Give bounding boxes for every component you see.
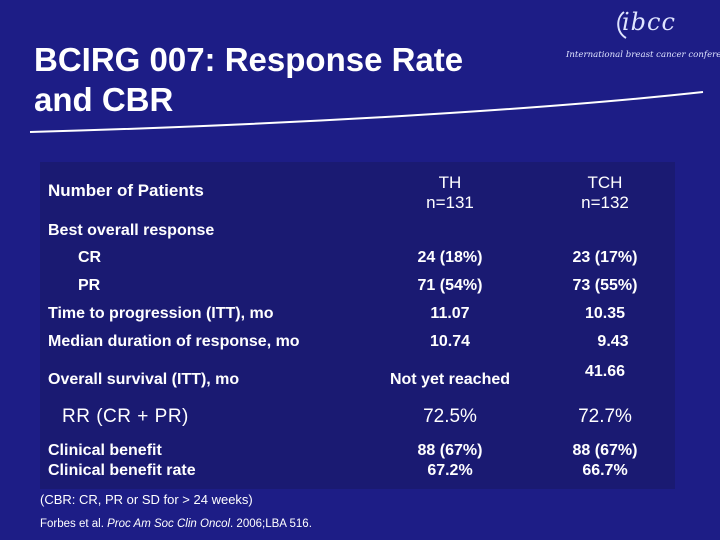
best-overall-response-label: Best overall response (48, 222, 215, 239)
logo-swoosh-icon (617, 11, 627, 39)
header-tch-n: n=132 (581, 193, 629, 212)
row-pr-tch: 73 (55%) (572, 277, 638, 294)
slide-title: BCIRG 007: Response Rate and CBR (34, 40, 463, 120)
row-pr-label: PR (78, 277, 101, 294)
slide-title-line2: and CBR (34, 81, 174, 118)
row-ttp-tch: 10.35 (584, 305, 626, 322)
row-ttp-th: 11.07 (430, 305, 470, 322)
title-swoosh-icon (29, 91, 704, 133)
header-tch-name: TCH (587, 173, 623, 192)
reference-authors: Forbes et al. (40, 518, 108, 530)
row-cr-th: 24 (18%) (417, 249, 483, 266)
row-cr-tch: 23 (17%) (572, 249, 638, 266)
row-mdr-tch: 9.43 (597, 333, 629, 350)
row-rr-tch: 72.7% (578, 406, 632, 427)
row-mdr-th: 10.74 (429, 333, 471, 350)
reference: Forbes et al. Proc Am Soc Clin Oncol. 20… (40, 518, 312, 530)
logo-brand: ibcc (622, 8, 676, 36)
row-cb-tch: 88 (67%) (572, 442, 638, 459)
row-ttp-label: Time to progression (ITT), mo (48, 305, 274, 322)
row-cbr-tch: 66.7% (582, 462, 628, 479)
row-cr-label: CR (78, 249, 102, 266)
row-pr-th: 71 (54%) (417, 277, 483, 294)
row-cb-label: Clinical benefit (48, 442, 162, 459)
header-th-n: n=131 (426, 193, 474, 212)
header-th-name: TH (438, 173, 462, 192)
ibcc-logo: ibcc International breast cancer confere… (560, 6, 720, 72)
row-cbr-th: 67.2% (427, 462, 473, 479)
reference-details: . 2006;LBA 516. (230, 518, 312, 530)
row-os-label: Overall survival (ITT), mo (48, 371, 240, 388)
logo-tagline: International breast cancer conference (566, 50, 720, 60)
reference-journal: Proc Am Soc Clin Oncol (107, 518, 231, 530)
footnote: (CBR: CR, PR or SD for > 24 weeks) (40, 492, 253, 507)
row-os-tch: 41.66 (584, 363, 626, 380)
row-rr-th: 72.5% (423, 406, 477, 427)
header-label: Number of Patients (48, 181, 204, 200)
row-rr-label: RR (CR + PR) (62, 406, 189, 427)
row-cbr-label: Clinical benefit rate (48, 462, 196, 479)
row-cb-th: 88 (67%) (417, 442, 483, 459)
slide-title-line1: BCIRG 007: Response Rate (34, 41, 464, 78)
results-table (40, 162, 675, 489)
row-mdr-label: Median duration of response, mo (48, 333, 300, 350)
row-os-th: Not yet reached (389, 371, 511, 388)
